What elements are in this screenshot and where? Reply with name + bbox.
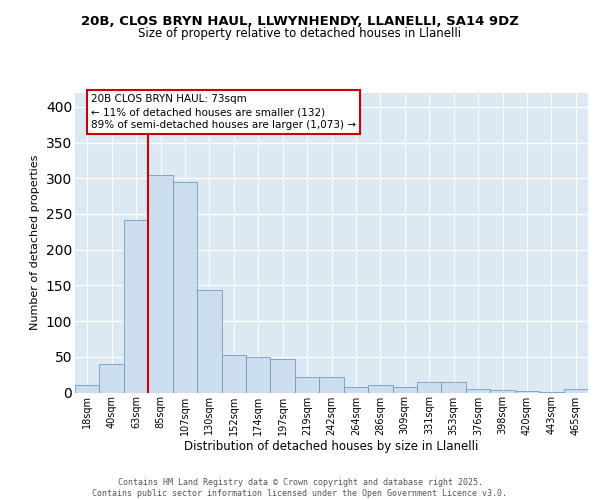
Bar (368, 386, 392, 392)
Text: 20B, CLOS BRYN HAUL, LLWYNHENDY, LLANELLI, SA14 9DZ: 20B, CLOS BRYN HAUL, LLWYNHENDY, LLANELL… (81, 15, 519, 28)
Bar (563, 389, 588, 392)
Y-axis label: Number of detached properties: Number of detached properties (30, 155, 40, 330)
Bar (173, 182, 197, 392)
Bar (319, 377, 344, 392)
Bar (197, 290, 221, 392)
Text: 20B CLOS BRYN HAUL: 73sqm
← 11% of detached houses are smaller (132)
89% of semi: 20B CLOS BRYN HAUL: 73sqm ← 11% of detac… (91, 94, 356, 130)
Bar (100, 364, 124, 392)
Bar (344, 387, 368, 392)
Text: Contains HM Land Registry data © Crown copyright and database right 2025.
Contai: Contains HM Land Registry data © Crown c… (92, 478, 508, 498)
Bar (417, 382, 442, 392)
Bar (148, 174, 173, 392)
Bar (466, 389, 490, 392)
Bar (392, 387, 417, 392)
Bar (75, 386, 100, 392)
Bar (515, 391, 539, 392)
Bar (490, 390, 515, 392)
Bar (295, 377, 319, 392)
X-axis label: Distribution of detached houses by size in Llanelli: Distribution of detached houses by size … (184, 440, 479, 453)
Bar (246, 357, 271, 392)
Bar (221, 356, 246, 393)
Bar (442, 382, 466, 392)
Bar (124, 220, 148, 392)
Bar (271, 359, 295, 392)
Text: Size of property relative to detached houses in Llanelli: Size of property relative to detached ho… (139, 28, 461, 40)
